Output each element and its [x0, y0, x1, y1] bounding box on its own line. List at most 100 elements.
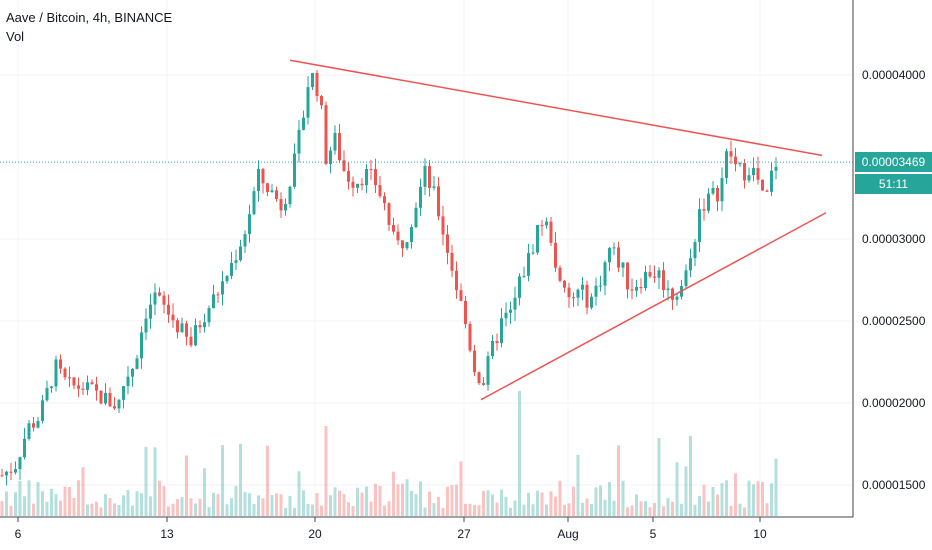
volume-bar [5, 491, 8, 516]
candle-body [752, 168, 755, 176]
candle-body [185, 323, 188, 337]
candle-body [639, 287, 643, 289]
volume-bar [702, 484, 706, 516]
candle-body [473, 350, 476, 373]
time-tick-label: 10 [753, 527, 767, 541]
volume-bar [86, 504, 89, 516]
volume-bar [23, 496, 26, 516]
volume-bar [189, 498, 193, 516]
time-tick-label: 13 [160, 527, 174, 541]
candle-body [207, 308, 211, 323]
candle-body [365, 168, 368, 186]
candle-body [288, 186, 292, 205]
volume-bar [437, 497, 440, 516]
candle-body [113, 406, 116, 409]
chart-legend: Aave / Bitcoin, 4h, BINANCE Vol [6, 10, 172, 44]
candle-body [284, 204, 287, 211]
volume-bar [221, 445, 224, 516]
candle-body [648, 272, 652, 277]
candle-body [104, 392, 107, 404]
volume-bar [311, 504, 314, 516]
candle-body [459, 290, 463, 301]
time-tick-label: 6 [15, 527, 22, 541]
candle-body [495, 340, 499, 344]
volume-bar [473, 505, 476, 516]
volume-bar [689, 436, 692, 516]
volume-bar [693, 504, 697, 516]
volume-bar [131, 505, 134, 516]
candle-body [225, 275, 229, 282]
candle-body [401, 240, 404, 249]
volume-bar [495, 502, 499, 516]
candle-body [216, 294, 220, 296]
volume-bar [378, 485, 382, 516]
candle-body [5, 471, 8, 476]
candle-body [621, 262, 625, 268]
candle-body [167, 304, 170, 315]
volume-bar [567, 503, 571, 516]
volume-bar [630, 505, 634, 516]
volume-bar [122, 495, 125, 516]
candle-body [558, 267, 562, 281]
volume-bar [117, 504, 121, 516]
volume-bar [126, 490, 130, 516]
candle-body [194, 325, 197, 346]
volume-bar [756, 481, 760, 516]
candle-body [738, 163, 742, 165]
candle-body [162, 295, 166, 305]
candle-body [423, 165, 427, 187]
candle-body [527, 253, 530, 276]
trendlines[interactable] [289, 59, 827, 401]
volume-bar [144, 446, 148, 516]
volume-bar [626, 507, 629, 516]
volume-bar [297, 471, 301, 516]
volume-indicator-label[interactable]: Vol [6, 29, 25, 44]
candle-body [617, 247, 620, 268]
volume-bar [212, 492, 215, 516]
volume-bar [306, 503, 310, 516]
candle-body [689, 258, 692, 271]
candle-body [149, 304, 152, 319]
candle-body [504, 312, 508, 319]
candle-body [419, 186, 422, 208]
candle-body [270, 190, 274, 193]
volume-bar [9, 505, 13, 516]
volume-bar [203, 468, 206, 516]
candle-body [275, 190, 278, 200]
candle-body [585, 284, 589, 308]
volume-bar [446, 486, 449, 516]
volume-bar [441, 507, 445, 516]
candle-body [567, 287, 571, 298]
volume-bar [401, 483, 404, 516]
volume-bar [194, 503, 197, 516]
volume-bar [621, 480, 625, 516]
volume-bar [167, 506, 170, 516]
volume-bar [68, 487, 71, 516]
candle-body [315, 72, 319, 97]
volume-bar [684, 466, 688, 516]
candle-body [297, 129, 301, 154]
trendline [289, 59, 823, 157]
candle-body [140, 332, 143, 359]
candle-body [36, 420, 40, 428]
volume-bar [77, 480, 80, 516]
candle-body [644, 272, 647, 289]
volume-bar [653, 503, 656, 516]
volume-bar [176, 499, 179, 516]
candle-body [464, 300, 467, 325]
candle-body [383, 196, 386, 204]
volume-bar [14, 492, 17, 516]
volume-bar [500, 489, 503, 516]
volume-bar [711, 486, 715, 516]
candle-body [257, 168, 260, 192]
candle-body [54, 359, 58, 387]
candle-body [23, 438, 26, 458]
volume-bar [572, 486, 575, 516]
volume-bar [108, 498, 112, 516]
volume-bar [527, 493, 530, 516]
volume-bar [648, 507, 652, 516]
volume-bar [482, 491, 485, 516]
candle-body [675, 296, 679, 300]
volume-bar [99, 507, 103, 516]
